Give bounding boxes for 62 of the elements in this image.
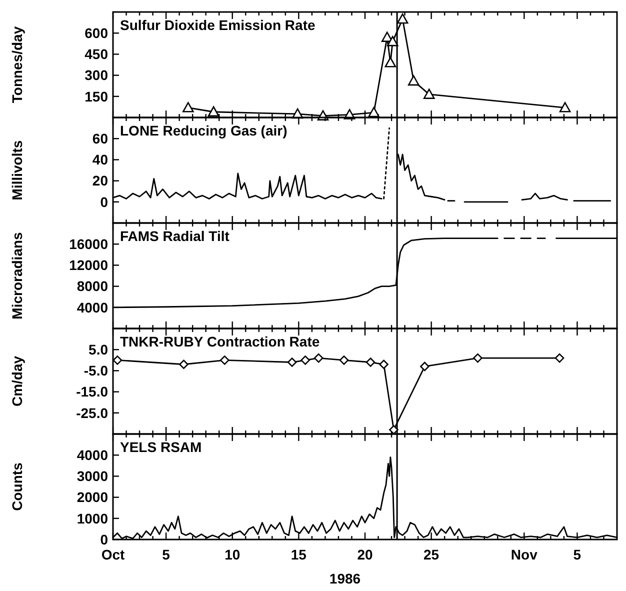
y-axis-title: Microradians [9,232,25,320]
point [420,362,430,372]
chart-title: FAMS Radial Tilt [120,228,230,244]
x-tick-label: 25 [424,546,440,562]
y-tick-label: -25.0 [76,404,108,421]
chart-title: Sulfur Dioxide Emission Rate [120,17,316,33]
y-tick-label: 60 [92,130,108,146]
y-tick-label: 1000 [76,510,108,526]
point [112,356,122,365]
x-tick-label: Nov [510,546,538,562]
y-tick-label: 0 [100,194,108,210]
point [179,360,188,370]
y-tick-label: 4000 [76,299,108,316]
point [389,425,398,434]
y-axis-title: Millivolts [9,140,25,200]
point [473,353,482,363]
chart-title: YELS RSAM [120,439,202,455]
point [182,102,194,112]
y-tick-label: 12000 [69,257,108,274]
point [208,106,220,117]
y-tick-label: 40 [92,152,108,168]
y-tick-label: 8000 [76,278,108,294]
point [408,75,420,86]
y-tick-label: 2000 [76,489,108,506]
y-tick-label: 20 [92,172,108,189]
point [300,356,310,365]
y-tick-label: -15.0 [76,384,108,400]
y-tick-label: 300 [84,67,108,84]
y-axis-title: Cm/day [9,356,25,407]
x-tick-label: 5 [162,546,170,562]
x-tick-label: Oct [101,546,126,562]
point [339,356,349,365]
point [396,13,408,24]
y-tick-label: 0 [100,531,108,548]
y-tick-label: -5.0 [84,362,108,379]
y-tick-label: 5.0 [88,342,108,358]
y-tick-label: 150 [84,88,108,104]
point [379,360,388,370]
x-tick-label: 10 [224,546,240,562]
y-tick-label: 16000 [69,236,108,252]
x-tick-label: 20 [357,546,373,562]
point [423,88,435,99]
y-tick-label: 3000 [76,468,108,484]
y-tick-label: 450 [84,46,108,62]
y-axis-title: Tonnes/day [9,26,25,104]
x-tick-label: 15 [290,546,307,562]
point [287,358,297,367]
point [368,106,380,118]
y-tick-label: 4000 [76,447,108,463]
point [554,353,564,363]
point [314,353,324,363]
chart-title: LONE Reducing Gas (air) [120,122,288,138]
y-tick-label: 600 [84,25,108,41]
chart-title: TNKR-RUBY Contraction Rate [120,334,320,350]
x-axis-title: 1986 [329,570,361,586]
point [386,36,398,46]
point [559,102,571,112]
point [220,356,230,365]
point [366,358,376,367]
y-axis-title: Counts [9,462,25,511]
x-tick-label: 5 [573,546,582,562]
point [384,56,396,68]
